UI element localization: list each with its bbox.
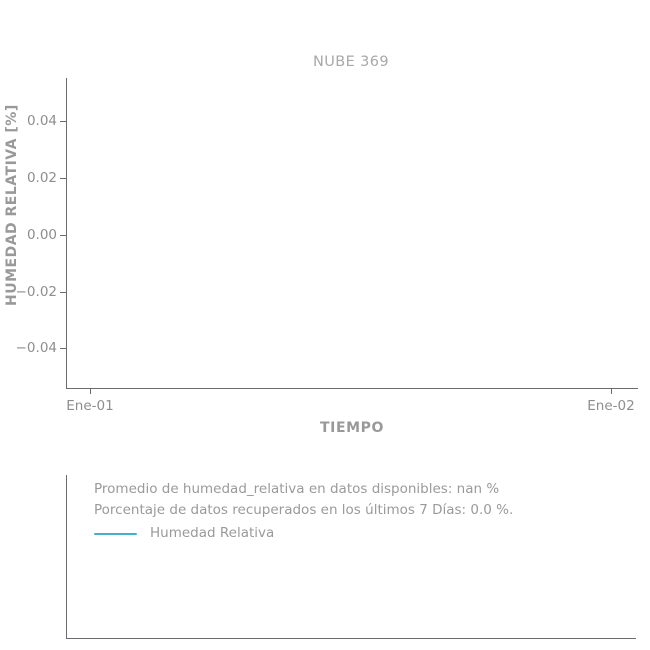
plot-area xyxy=(67,78,638,388)
y-tick-label-wrap: 0.02 xyxy=(0,170,57,186)
legend-note-average: Promedio de humedad_relativa en datos di… xyxy=(94,481,500,497)
y-tick-label-wrap: 0.00 xyxy=(0,227,57,243)
legend-line-icon xyxy=(94,533,137,536)
y-tick-label-wrap: −0.02 xyxy=(0,284,57,300)
y-tick-mark xyxy=(60,292,66,293)
x-axis-spine xyxy=(66,388,638,389)
x-tick-mark xyxy=(90,388,91,394)
x-tick-label: Ene-01 xyxy=(66,398,114,414)
y-tick-mark xyxy=(60,348,66,349)
x-axis-label: TIEMPO xyxy=(319,420,385,436)
y-tick-mark xyxy=(60,235,66,236)
legend-entry-label: Humedad Relativa xyxy=(150,525,275,541)
y-tick-mark xyxy=(60,178,66,179)
y-tick-label: −0.02 xyxy=(15,284,57,300)
legend-box xyxy=(66,475,636,639)
y-tick-label: 0.04 xyxy=(26,113,57,129)
y-tick-label-wrap: −0.04 xyxy=(0,340,57,356)
y-tick-label: 0.02 xyxy=(26,170,57,186)
y-tick-label-wrap: 0.04 xyxy=(0,113,57,129)
y-tick-label: −0.04 xyxy=(15,340,57,356)
y-axis-spine xyxy=(66,78,67,389)
y-tick-label: 0.00 xyxy=(26,227,57,243)
y-axis-label: HUMEDAD RELATIVA [%] xyxy=(4,104,20,306)
legend-note-recovered: Porcentaje de datos recuperados en los ú… xyxy=(94,502,514,518)
y-tick-mark xyxy=(60,121,66,122)
chart-title: NUBE 369 xyxy=(312,54,390,70)
x-tick-label: Ene-02 xyxy=(587,398,635,414)
x-tick-mark xyxy=(611,388,612,394)
